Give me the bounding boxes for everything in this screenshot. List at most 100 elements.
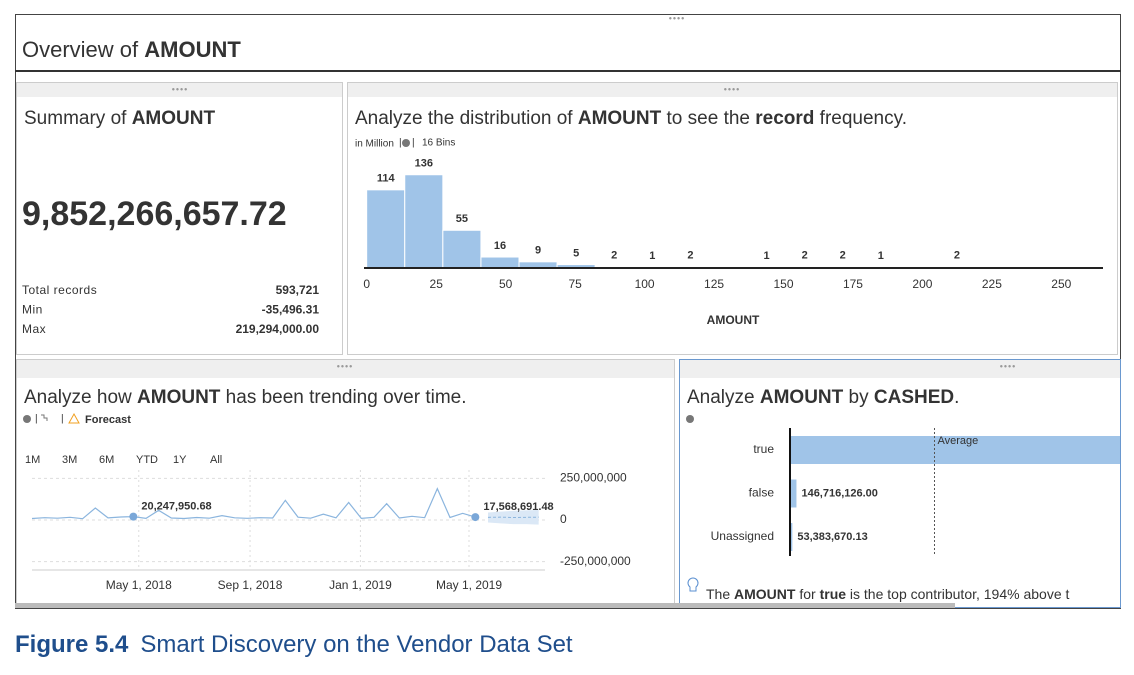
icon bbox=[23, 415, 31, 423]
highlight-point bbox=[129, 512, 138, 521]
drag-handle[interactable]: •••• bbox=[337, 361, 354, 371]
insight: The AMOUNT for true is the top contribut… bbox=[706, 586, 1070, 602]
panel-title: Analyze the distribution of AMOUNT to se… bbox=[355, 108, 907, 129]
panel-title-part: Summary of bbox=[24, 108, 132, 129]
panel-title: Analyze how AMOUNT has been trending ove… bbox=[24, 387, 467, 408]
x-tick-label: 175 bbox=[843, 277, 863, 291]
bar-label: 2 bbox=[802, 250, 808, 262]
panel-title-part: frequency. bbox=[814, 108, 907, 129]
panel-title-part: has been trending over time. bbox=[220, 387, 466, 408]
trend-line bbox=[31, 487, 476, 520]
insight-part: The bbox=[706, 586, 734, 602]
range-button[interactable]: 1M bbox=[25, 454, 40, 466]
scrollbar[interactable] bbox=[15, 603, 955, 608]
drag-handle[interactable]: •••• bbox=[669, 13, 686, 23]
category-label: true bbox=[753, 442, 774, 456]
bar-label: 16 bbox=[494, 240, 506, 252]
stat-value: -35,496.31 bbox=[262, 303, 320, 317]
range-button[interactable]: 6M bbox=[99, 454, 114, 466]
icon bbox=[41, 414, 48, 421]
x-tick-label: 125 bbox=[704, 277, 724, 291]
highlight-label: 17,568,691.48 bbox=[483, 501, 553, 513]
caption: Figure 5.4 Smart Discovery on the Vendor … bbox=[15, 631, 573, 658]
bar bbox=[790, 523, 793, 551]
panel-grab[interactable] bbox=[680, 360, 1120, 378]
bar bbox=[790, 479, 797, 508]
unit-label: in Million bbox=[355, 139, 394, 150]
insight-part: AMOUNT bbox=[734, 586, 796, 602]
panel-title-part: CASHED bbox=[874, 387, 954, 408]
panel-grab[interactable] bbox=[17, 83, 342, 97]
bar-label: 2 bbox=[687, 250, 693, 262]
x-tick-label: Sep 1, 2018 bbox=[218, 578, 283, 592]
range-button[interactable]: YTD bbox=[136, 454, 158, 466]
drag-handle[interactable]: •••• bbox=[172, 84, 189, 94]
insight-part: is the top contributor, 194% above t bbox=[846, 586, 1069, 602]
page-title-part: AMOUNT bbox=[144, 37, 241, 62]
histogram-bar bbox=[366, 189, 406, 269]
range-button[interactable]: 1Y bbox=[173, 454, 187, 466]
x-tick-label: 50 bbox=[499, 277, 513, 291]
panel-grab[interactable] bbox=[348, 83, 1117, 97]
y-tick-label: 0 bbox=[560, 512, 567, 526]
x-tick-label: 0 bbox=[363, 277, 370, 291]
panel-distribution bbox=[347, 82, 1118, 355]
bar bbox=[790, 436, 1120, 464]
stat-label: Min bbox=[22, 303, 43, 317]
x-tick-label: May 1, 2019 bbox=[436, 578, 502, 592]
highlight-point bbox=[471, 513, 480, 522]
y-tick-label: -250,000,000 bbox=[560, 554, 631, 568]
panel-title-part: AMOUNT bbox=[137, 387, 221, 408]
x-tick-label: 200 bbox=[912, 277, 932, 291]
cashed-clip: The AMOUNT for true is the top contribut… bbox=[706, 428, 1120, 602]
panel-title-part: to see the bbox=[661, 108, 755, 129]
bar-label: 1 bbox=[878, 250, 884, 262]
caption-text: Smart Discovery on the Vendor Data Set bbox=[140, 631, 573, 658]
stat-label: Total records bbox=[22, 283, 97, 297]
bar-label: 2 bbox=[840, 250, 846, 262]
page-title-part: Overview of bbox=[22, 37, 144, 62]
panel-title: Summary of AMOUNT bbox=[24, 108, 215, 129]
panel-title-part: AMOUNT bbox=[132, 108, 216, 129]
panel-title-part: Analyze how bbox=[24, 387, 137, 408]
bin-count: 16 Bins bbox=[422, 138, 455, 149]
warning-icon bbox=[68, 412, 80, 424]
stat-label: Max bbox=[22, 322, 46, 336]
panel-title-part: . bbox=[954, 387, 959, 408]
x-tick-label: 100 bbox=[635, 277, 655, 291]
drag-handle[interactable]: •••• bbox=[1000, 361, 1017, 371]
panel-grab[interactable] bbox=[17, 360, 674, 378]
x-tick-label: May 1, 2018 bbox=[106, 578, 172, 592]
range-button: All bbox=[210, 454, 222, 466]
panel-title-part: AMOUNT bbox=[578, 108, 662, 129]
x-tick-label: 25 bbox=[430, 277, 444, 291]
bar-label: 2 bbox=[611, 250, 617, 262]
histogram-bar bbox=[442, 229, 482, 269]
bulb-icon bbox=[687, 577, 699, 592]
range-button[interactable]: 3M bbox=[62, 454, 77, 466]
panel-title: Analyze AMOUNT by CASHED. bbox=[687, 387, 959, 408]
forecast-label: Forecast bbox=[85, 414, 131, 426]
x-tick-label: Jan 1, 2019 bbox=[329, 578, 392, 592]
bar-label: 1 bbox=[649, 250, 655, 262]
trend-plot: 20,247,950.68 17,568,691.48 bbox=[31, 470, 554, 571]
histogram-bar bbox=[480, 256, 520, 269]
separator: | bbox=[61, 414, 64, 425]
separator: | bbox=[412, 138, 415, 149]
panel-trend bbox=[16, 359, 675, 608]
y-tick-label: 250,000,000 bbox=[560, 471, 627, 485]
panel-summary bbox=[16, 82, 343, 355]
panel-title-part: Analyze bbox=[687, 387, 760, 408]
icon bbox=[402, 139, 410, 147]
category-label: false bbox=[749, 486, 775, 500]
x-tick-label: 225 bbox=[982, 277, 1002, 291]
bar-label: 1 bbox=[763, 250, 769, 262]
stat-value: 593,721 bbox=[276, 283, 320, 297]
bar-label: 9 bbox=[535, 245, 541, 257]
category-label: Unassigned bbox=[711, 529, 774, 543]
x-tick-label: 150 bbox=[773, 277, 793, 291]
bar-label: 5 bbox=[573, 247, 579, 259]
drag-handle[interactable]: •••• bbox=[724, 84, 741, 94]
